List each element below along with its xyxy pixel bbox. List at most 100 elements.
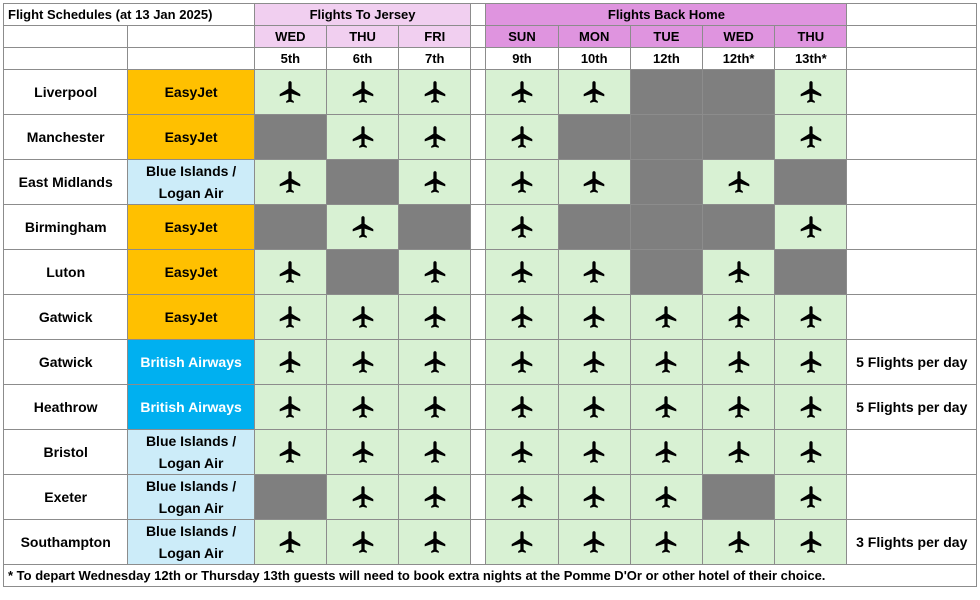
frequency-note xyxy=(846,69,977,115)
flight-available-cell xyxy=(629,339,704,385)
airplane-icon xyxy=(277,394,303,420)
flight-available-cell xyxy=(253,69,327,115)
flight-available-cell xyxy=(325,204,400,250)
airplane-icon xyxy=(509,169,535,195)
group-header-row: Flight Schedules (at 13 Jan 2025) Flight… xyxy=(3,3,977,26)
flight-available-cell xyxy=(774,114,848,160)
airline-name-line1: Blue Islands / xyxy=(145,433,237,449)
airplane-icon xyxy=(798,484,824,510)
blank-cell xyxy=(127,25,255,48)
flight-available-cell xyxy=(774,294,848,340)
flight-available-cell xyxy=(774,204,848,250)
flight-available-cell xyxy=(398,519,472,565)
airplane-icon xyxy=(350,304,376,330)
table-row: Gatwick EasyJet xyxy=(2,294,977,340)
flight-available-cell xyxy=(398,294,472,340)
blank-cell xyxy=(846,3,977,26)
flight-schedule-table: Flight Schedules (at 13 Jan 2025) Flight… xyxy=(2,3,977,587)
airplane-icon xyxy=(726,349,752,375)
flight-available-cell xyxy=(398,384,472,430)
date-header: 9th xyxy=(485,47,559,70)
airplane-icon xyxy=(798,79,824,105)
weekday-header-row: WED THU FRI SUN MON TUE WED THU xyxy=(2,25,977,48)
flight-available-cell xyxy=(485,249,559,295)
airplane-icon xyxy=(509,529,535,555)
airplane-icon xyxy=(277,259,303,285)
no-flight-cell xyxy=(253,114,327,160)
airplane-icon xyxy=(422,394,448,420)
airplane-icon xyxy=(581,529,607,555)
gap-cell xyxy=(470,384,487,430)
table-row: Liverpool EasyJet xyxy=(2,69,977,115)
airplane-icon xyxy=(653,484,679,510)
weekday-header: FRI xyxy=(398,25,472,48)
flight-available-cell xyxy=(629,519,704,565)
no-flight-cell xyxy=(774,159,848,205)
no-flight-cell xyxy=(398,204,472,250)
airplane-icon xyxy=(350,394,376,420)
airline-cell: EasyJet xyxy=(127,69,255,115)
airline-name-line1: British Airways xyxy=(140,354,242,370)
departure-city: Bristol xyxy=(2,429,129,475)
flight-available-cell xyxy=(253,384,327,430)
gap-cell xyxy=(470,294,487,340)
blank-cell xyxy=(2,47,129,70)
gap-cell xyxy=(470,159,487,205)
no-flight-cell xyxy=(325,249,400,295)
airplane-icon xyxy=(653,349,679,375)
flight-available-cell xyxy=(325,429,400,475)
airplane-icon xyxy=(798,124,824,150)
no-flight-cell xyxy=(701,474,776,520)
flight-available-cell xyxy=(557,384,631,430)
no-flight-cell xyxy=(701,204,776,250)
airline-name-line1: EasyJet xyxy=(164,264,218,280)
airline-name-line1: British Airways xyxy=(140,399,242,415)
flight-available-cell xyxy=(485,294,559,340)
flight-available-cell xyxy=(485,429,559,475)
blank-cell xyxy=(2,25,129,48)
gap-cell xyxy=(470,25,487,48)
frequency-note xyxy=(846,204,977,250)
airplane-icon xyxy=(422,529,448,555)
airplane-icon xyxy=(726,394,752,420)
gap-cell xyxy=(470,474,487,520)
flight-available-cell xyxy=(253,519,327,565)
flight-available-cell xyxy=(629,429,704,475)
flight-available-cell xyxy=(253,249,327,295)
flight-available-cell xyxy=(485,69,559,115)
airline-cell: EasyJet xyxy=(127,114,255,160)
flight-available-cell xyxy=(629,294,704,340)
flight-available-cell xyxy=(325,339,400,385)
frequency-note xyxy=(846,294,977,340)
flight-available-cell xyxy=(701,249,776,295)
flight-available-cell xyxy=(774,474,848,520)
outbound-group-header: Flights To Jersey xyxy=(253,3,472,26)
weekday-header: THU xyxy=(325,25,400,48)
flight-available-cell xyxy=(253,159,327,205)
date-header: 7th xyxy=(398,47,472,70)
flight-available-cell xyxy=(485,159,559,205)
airplane-icon xyxy=(509,214,535,240)
airplane-icon xyxy=(277,304,303,330)
airline-cell: Blue Islands / Logan Air xyxy=(127,429,255,475)
flight-available-cell xyxy=(774,69,848,115)
airline-name-line2: Logan Air xyxy=(158,545,224,561)
airplane-icon xyxy=(509,259,535,285)
frequency-note xyxy=(846,114,977,160)
airplane-icon xyxy=(422,439,448,465)
flight-available-cell xyxy=(398,474,472,520)
table-row: Luton EasyJet xyxy=(2,249,977,295)
airplane-icon xyxy=(581,304,607,330)
airplane-icon xyxy=(798,349,824,375)
flight-available-cell xyxy=(485,204,559,250)
airplane-icon xyxy=(581,259,607,285)
airplane-icon xyxy=(277,169,303,195)
airplane-icon xyxy=(509,124,535,150)
airline-cell: Blue Islands / Logan Air xyxy=(127,519,255,565)
airplane-icon xyxy=(798,304,824,330)
flight-available-cell xyxy=(485,519,559,565)
airline-cell: EasyJet xyxy=(127,294,255,340)
flight-available-cell xyxy=(701,384,776,430)
airplane-icon xyxy=(798,214,824,240)
airline-name-line1: EasyJet xyxy=(164,219,218,235)
